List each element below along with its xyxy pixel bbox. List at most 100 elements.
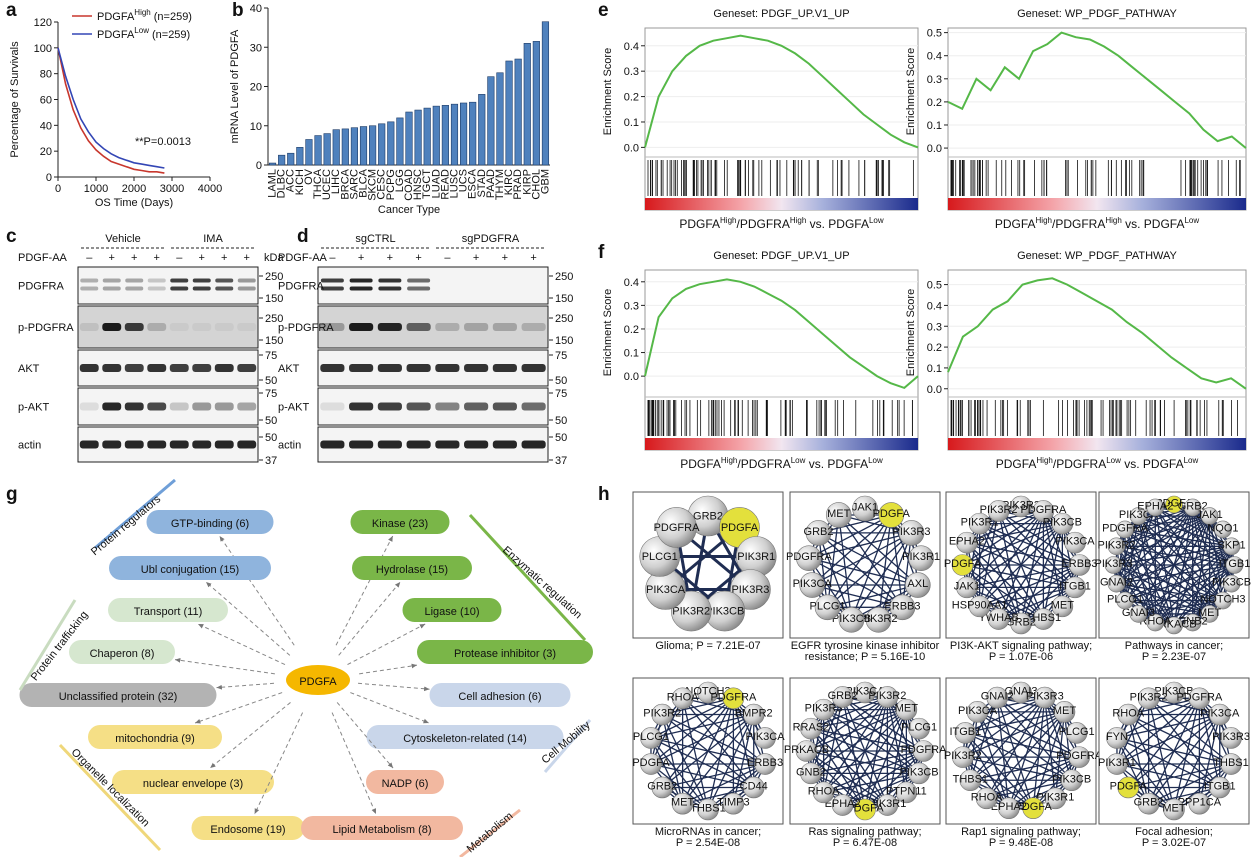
node-label: PDGFA	[632, 757, 670, 769]
node-label: ITGB1	[1204, 780, 1236, 792]
node-label: PLCG1	[809, 600, 845, 612]
y-tick-label: 0.3	[927, 74, 942, 86]
marker-label: 150	[265, 335, 283, 347]
band	[193, 279, 211, 283]
y-tick-label: 0.3	[624, 66, 639, 78]
marker-label: 50	[265, 432, 277, 444]
bar	[442, 105, 449, 165]
y-tick-label: 0.1	[624, 117, 639, 129]
bar	[406, 112, 413, 165]
arrow	[198, 624, 285, 665]
marker-label: 50	[265, 415, 277, 427]
x-label-part: PDGFA	[680, 457, 721, 471]
network-caption: P = 1.07E-06	[989, 651, 1053, 663]
y-tick-label: 40	[40, 120, 52, 132]
node-label: PIK3CB	[899, 766, 938, 778]
node-label: PIK3R3	[731, 584, 769, 596]
bar	[397, 118, 404, 165]
network-caption: P = 2.54E-08	[676, 837, 740, 849]
es-curve	[645, 279, 918, 388]
x-label-part: vs. PDGFA	[806, 217, 869, 231]
node-label: THBS1	[953, 773, 988, 785]
node-label: PIK3R2	[672, 606, 710, 618]
marker-label: 75	[265, 388, 277, 400]
node-label: PIK3CB	[1052, 773, 1091, 785]
marker-label: 75	[265, 350, 277, 362]
y-axis-label: mRNA Level of PDGFA	[229, 29, 241, 143]
bar	[360, 127, 367, 165]
x-label-sup: Low	[868, 456, 883, 465]
node-label: RRAS2	[793, 722, 830, 734]
band	[102, 403, 121, 411]
node-label: FYN	[1106, 731, 1128, 743]
lane-sign: –	[444, 252, 451, 264]
bar	[378, 124, 385, 165]
x-label-sup: High	[1036, 456, 1052, 465]
marker-label: 75	[555, 388, 567, 400]
y-tick-label: 0.0	[624, 142, 639, 154]
lane-sign: +	[473, 252, 479, 264]
category-label: GTP-binding (6)	[171, 518, 249, 530]
node-label: PLCG1	[633, 731, 669, 743]
node-label: ERBB3	[747, 757, 783, 769]
arrow	[350, 693, 429, 723]
axes	[58, 22, 210, 177]
network-caption: P = 3.02E-07	[1142, 837, 1206, 849]
category-label: Transport (11)	[134, 606, 202, 618]
band	[148, 287, 166, 291]
node-label: PIK3CA	[745, 731, 785, 743]
marker-label: 37	[265, 455, 277, 467]
node-label: PIK3R1	[1098, 757, 1136, 769]
node-label: PLCG1	[1059, 726, 1095, 738]
bar	[515, 59, 522, 165]
lane-sign: –	[176, 252, 183, 264]
network-caption: Glioma; P = 7.21E-07	[655, 640, 760, 652]
band	[350, 287, 373, 291]
category-label: NADP (6)	[382, 778, 429, 790]
band	[170, 403, 189, 411]
node-label: GRB2	[804, 526, 834, 538]
treatment-label: PDGF-AA	[18, 252, 68, 264]
node-label: GRB2	[1134, 797, 1164, 809]
legend-n: (n=259)	[152, 29, 190, 41]
band	[192, 364, 211, 372]
marker-label: 150	[555, 335, 573, 347]
node-label: JAK1	[954, 580, 980, 592]
legend-n: (n=259)	[154, 11, 192, 23]
marker-label: 150	[265, 293, 283, 305]
band	[215, 364, 234, 372]
y-tick-label: 0.2	[624, 324, 639, 336]
bar	[424, 108, 431, 165]
node-label: PIK3R3	[1212, 731, 1250, 743]
node-label: EPHA2	[949, 536, 985, 548]
band	[321, 279, 344, 283]
x-label-sup: Low	[869, 216, 884, 225]
node-label: RHOA	[971, 791, 1003, 803]
node-label: AXL	[907, 578, 928, 590]
band	[125, 441, 144, 449]
x-label-sup: High	[720, 216, 736, 225]
band	[378, 441, 402, 449]
band	[215, 279, 233, 283]
node-label: ITGB1	[1219, 558, 1251, 570]
band	[350, 279, 373, 283]
y-tick-label: 0.5	[927, 280, 942, 292]
x-axis-label: PDGFAHigh/PDGFRALow vs. PDGFALow	[680, 456, 883, 471]
y-tick-label: 20	[250, 82, 262, 94]
network-caption: P = 6.47E-08	[833, 837, 897, 849]
node-label: EPHA2	[1137, 500, 1173, 512]
node-label: GNB2	[796, 766, 826, 778]
x-label-part: PDGFA	[679, 217, 720, 231]
node-label: PDGFA	[944, 558, 982, 570]
node-label: ITGB1	[1059, 580, 1091, 592]
y-tick-label: 0.4	[624, 277, 639, 289]
arrow	[332, 713, 376, 814]
figure: abcdefgh02040608010012001000200030004000…	[0, 0, 1253, 857]
row-label: PDGFRA	[18, 281, 65, 293]
network-caption: P = 2.23E-07	[1142, 651, 1206, 663]
arrow	[336, 536, 393, 645]
y-tick-label: 0.5	[927, 28, 942, 40]
band	[80, 403, 99, 411]
bar	[497, 73, 504, 165]
node-label: PIK3R1	[902, 551, 940, 563]
